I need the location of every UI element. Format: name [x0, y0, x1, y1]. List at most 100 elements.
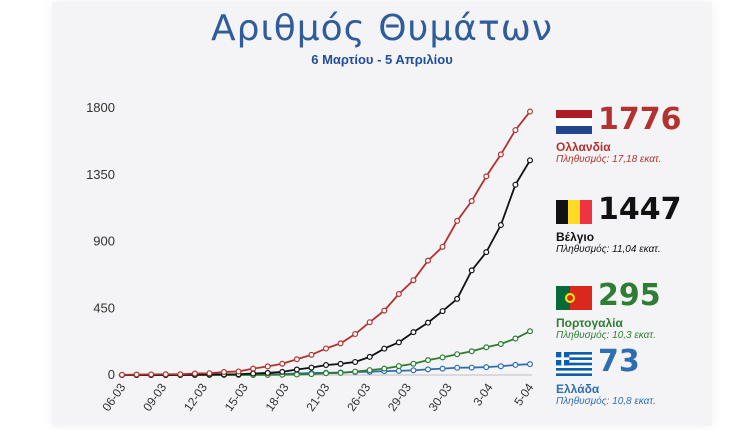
data-point [395, 367, 402, 374]
data-point [439, 243, 446, 250]
data-point [264, 369, 271, 376]
x-tick-label: 15-03 [222, 380, 251, 413]
x-tick-label: 12-03 [181, 380, 210, 413]
data-point [381, 345, 388, 352]
data-point [468, 348, 475, 355]
data-point [308, 371, 315, 378]
data-point [381, 307, 388, 314]
legend-country: Βέλγιο [556, 230, 595, 244]
series-line-0 [121, 111, 531, 376]
legend-value: 295 [598, 278, 661, 313]
data-point [250, 370, 257, 377]
data-point [366, 319, 373, 326]
data-point [235, 368, 242, 375]
data-point [323, 370, 330, 377]
data-point [264, 363, 271, 370]
data-point [497, 340, 504, 347]
data-point [454, 217, 461, 224]
data-point [410, 277, 417, 284]
data-point [366, 367, 373, 374]
x-tick-label: 09-03 [140, 380, 169, 413]
data-point [425, 257, 432, 264]
data-point [118, 371, 125, 378]
data-point [133, 371, 140, 378]
data-point [279, 368, 286, 375]
data-point [352, 358, 359, 365]
x-tick-label: 29-03 [385, 380, 414, 413]
data-point [337, 360, 344, 367]
data-point [439, 308, 446, 315]
legend-country: Ελλάδα [556, 382, 600, 396]
data-point [395, 339, 402, 346]
data-point [308, 364, 315, 371]
legend-population: Πληθυσμός: 17,18 εκατ. [556, 154, 662, 165]
y-tick-label: 1350 [86, 167, 115, 182]
data-point [162, 371, 169, 378]
chart-card [52, 2, 712, 426]
data-point [323, 362, 330, 369]
legend-population: Πληθυσμός: 10,3 εκατ. [556, 330, 656, 341]
data-point [381, 365, 388, 372]
x-tick-label: 3-04 [470, 380, 495, 408]
data-point [526, 157, 533, 164]
data-point [148, 371, 155, 378]
greece-flag-icon [556, 352, 592, 376]
data-point [323, 345, 330, 352]
data-point [337, 340, 344, 347]
data-point [468, 364, 475, 371]
data-point [366, 353, 373, 360]
portugal-flag-icon [556, 286, 592, 310]
chart-title: Αριθμός Θυμάτων [211, 8, 553, 49]
data-point [395, 363, 402, 370]
x-tick-label: 30-03 [426, 380, 455, 413]
data-point [468, 267, 475, 274]
data-point [293, 356, 300, 363]
data-point [483, 364, 490, 371]
data-point [352, 368, 359, 375]
belgium-flag-icon [556, 200, 592, 224]
data-point [468, 198, 475, 205]
data-point [352, 331, 359, 338]
data-point [308, 351, 315, 358]
data-point [410, 329, 417, 336]
data-point [439, 354, 446, 361]
data-point [526, 108, 533, 115]
x-tick-label: 06-03 [99, 380, 128, 413]
data-point [279, 360, 286, 367]
data-point [512, 127, 519, 134]
data-point [191, 370, 198, 377]
data-point [483, 344, 490, 351]
data-point [425, 319, 432, 326]
x-tick-label: 26-03 [344, 380, 373, 413]
data-point [526, 328, 533, 335]
data-point [483, 249, 490, 256]
data-point [497, 222, 504, 229]
data-point [439, 365, 446, 372]
data-point [410, 360, 417, 367]
x-tick-label: 5-04 [511, 380, 536, 408]
x-tick-label: 21-03 [303, 380, 332, 413]
data-point [177, 371, 184, 378]
legend-population: Πληθυσμός: 10,8 εκατ. [556, 396, 656, 407]
netherlands-flag-icon [556, 110, 592, 134]
data-point [206, 370, 213, 377]
data-point [512, 335, 519, 342]
data-point [483, 173, 490, 180]
x-tick-label: 18-03 [263, 380, 292, 413]
data-point [293, 371, 300, 378]
data-point [221, 369, 228, 376]
data-point [497, 363, 504, 370]
data-point [526, 361, 533, 368]
data-point [410, 367, 417, 374]
y-tick-label: 0 [108, 367, 115, 382]
legend-population: Πληθυσμός: 11,04 εκατ. [556, 244, 661, 255]
data-point [454, 364, 461, 371]
y-tick-label: 900 [93, 234, 115, 249]
data-point [512, 361, 519, 368]
legend-value: 1776 [598, 102, 682, 137]
data-point [512, 181, 519, 188]
data-point [250, 365, 257, 372]
data-point [337, 369, 344, 376]
data-point [454, 351, 461, 358]
legend-value: 73 [598, 344, 640, 379]
